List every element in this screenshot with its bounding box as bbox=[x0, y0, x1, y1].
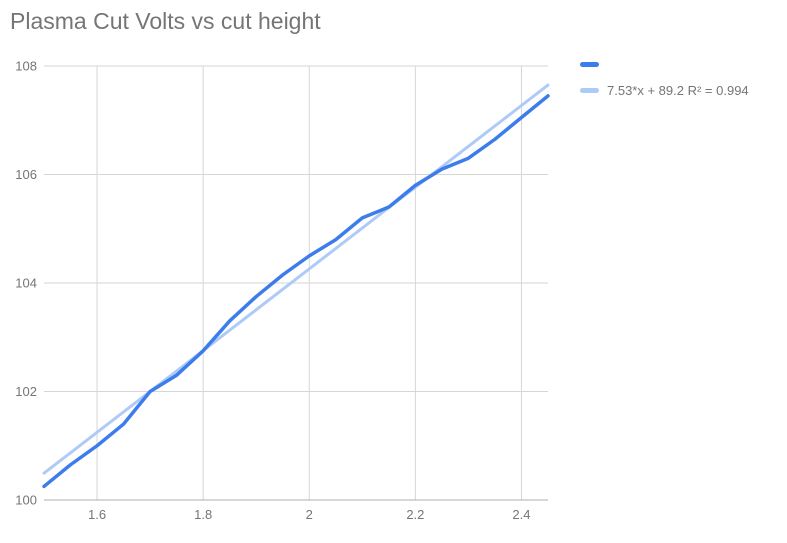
y-tick-label: 100 bbox=[15, 493, 37, 508]
y-tick-label: 102 bbox=[15, 384, 37, 399]
series-line[interactable] bbox=[42, 94, 550, 489]
series-swatch-icon bbox=[580, 61, 599, 67]
x-tick-label: 1.8 bbox=[194, 507, 212, 522]
y-tick-label: 104 bbox=[15, 276, 37, 291]
trendline-swatch-icon bbox=[580, 87, 599, 93]
x-tick-label: 2.2 bbox=[406, 507, 424, 522]
y-tick-label: 108 bbox=[15, 59, 37, 74]
x-tick-label: 2 bbox=[306, 507, 313, 522]
legend-item-trendline[interactable]: 7.53*x + 89.2 R² = 0.994 bbox=[580, 82, 780, 98]
legend-item-series[interactable] bbox=[580, 56, 780, 72]
chart-title: Plasma Cut Volts vs cut height bbox=[10, 8, 321, 34]
trend-line[interactable] bbox=[42, 83, 550, 475]
x-tick-label: 1.6 bbox=[88, 507, 106, 522]
legend: 7.53*x + 89.2 R² = 0.994 bbox=[580, 56, 780, 108]
y-tick-label: 106 bbox=[15, 167, 37, 182]
trendline-equation-label: 7.53*x + 89.2 R² = 0.994 bbox=[607, 82, 749, 98]
x-tick-label: 2.4 bbox=[512, 507, 530, 522]
